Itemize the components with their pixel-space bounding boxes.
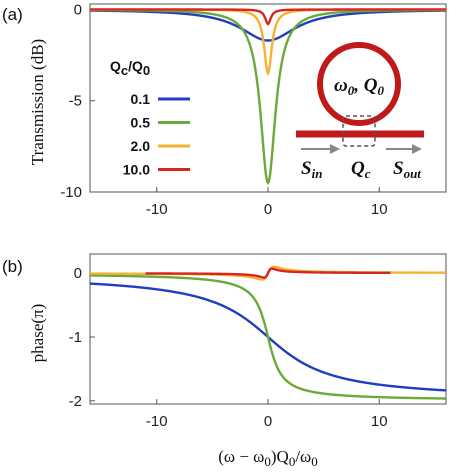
phase-line-10.0 <box>145 267 391 279</box>
b-ytick-label: 0 <box>74 265 82 282</box>
a-xtick-label: -10 <box>146 201 168 218</box>
panel-b-ylabel: phase(π) <box>28 304 47 363</box>
panel-a-label: (a) <box>2 5 23 24</box>
q-c-label: Qc <box>351 158 371 181</box>
ring-resonator <box>317 42 401 126</box>
a-ytick-label: -10 <box>60 184 82 201</box>
legend-label-2.0: 2.0 <box>131 138 151 154</box>
panel-b-curves <box>89 265 447 400</box>
a-xtick-label: 10 <box>371 201 388 218</box>
b-xtick-label: 0 <box>264 413 272 430</box>
x-axis-label: (ω − ω0)Q0/ω0 <box>218 447 318 469</box>
phase-line-0.5 <box>89 274 447 400</box>
legend-label-0.5: 0.5 <box>131 115 151 131</box>
a-ytick-label: -5 <box>69 93 82 110</box>
ring-label: ω0, Q0 <box>334 75 384 98</box>
legend-label-10.0: 10.0 <box>123 162 150 178</box>
panel-a-curves <box>90 8 446 185</box>
b-xtick-label: 10 <box>371 413 388 430</box>
s-in-label: Sin <box>301 158 322 181</box>
b-ytick-label: -2 <box>69 393 82 410</box>
input-arrow-head <box>330 144 340 154</box>
s-out-label: Sout <box>393 158 421 181</box>
legend-title: Qc/Q0 <box>110 58 150 78</box>
panel-b-ticks: -10 0 10 0 -1 -2 <box>69 265 388 430</box>
b-xtick-label: -10 <box>146 413 168 430</box>
panel-b-label: (b) <box>2 257 23 276</box>
coupling-region-box <box>342 115 376 147</box>
legend: Qc/Q0 0.1 0.5 2.0 10.0 <box>110 58 190 178</box>
legend-label-0.1: 0.1 <box>131 91 151 107</box>
transmission-line-10.0 <box>90 8 446 26</box>
panel-a-ylabel: Transmission (dB) <box>28 39 47 165</box>
panel-a-ticks: -10 0 10 0 -5 -10 <box>60 1 387 218</box>
ring-resonator-schematic: ω0, Q0 Sin Qc Sout <box>296 42 424 181</box>
a-ytick-label: 0 <box>74 1 82 18</box>
b-ytick-label: -1 <box>69 329 82 346</box>
a-xtick-label: 0 <box>264 201 272 218</box>
output-arrow-head <box>412 144 422 154</box>
transmission-line-0.1 <box>90 9 446 42</box>
